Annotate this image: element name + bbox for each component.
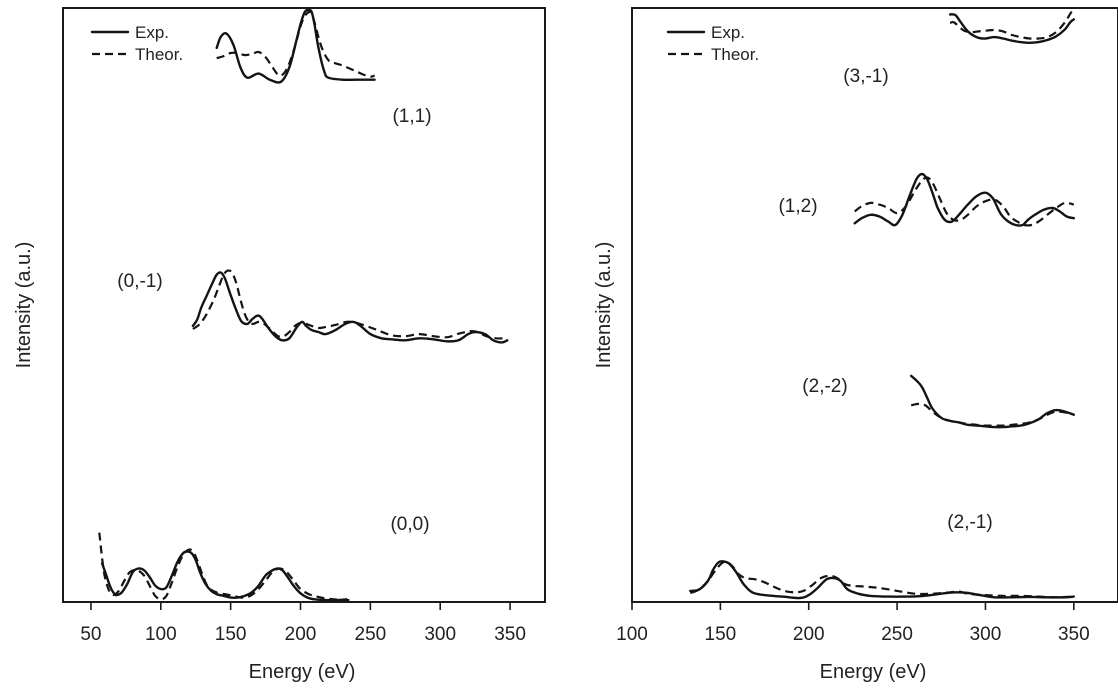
left-series-0-1-exp — [191, 271, 509, 344]
left-series-0-0-theor — [98, 532, 350, 602]
right-curve-label-3-1: (3,-1) — [843, 66, 888, 87]
left-x-tick-label: 300 — [424, 624, 456, 645]
right-x-tick-label: 100 — [616, 624, 648, 645]
right-y-axis-label: Intensity (a.u.) — [593, 242, 615, 369]
left-x-tick-label: 200 — [285, 624, 317, 645]
right-panel: 100 150 200 250 300 350 Energy (eV) Intensity (… — [593, 7, 1118, 683]
right-series-1-2-theor — [854, 176, 1075, 227]
left-legend: Exp. Theor. — [90, 23, 183, 64]
right-legend-label-exp: Exp. — [711, 23, 745, 42]
left-x-tick-label: 100 — [145, 624, 177, 645]
right-legend-label-theor: Theor. — [711, 45, 759, 64]
right-series-2-1-theor — [689, 560, 1074, 599]
right-curve-label-1-2: (1,2) — [778, 196, 817, 217]
left-series-1-1-theor — [216, 10, 375, 78]
right-x-tick-label: 250 — [881, 624, 913, 645]
right-series-2-1-exp — [689, 560, 1075, 600]
left-x-tick-label: 150 — [215, 624, 247, 645]
right-x-tick-label: 150 — [705, 624, 737, 645]
left-x-tick-label: 50 — [80, 624, 101, 645]
right-x-axis-label: Energy (eV) — [820, 661, 927, 683]
left-series-0-0-exp — [100, 550, 348, 602]
left-legend-label-exp: Exp. — [135, 23, 169, 42]
right-series-2-2-theor — [910, 402, 1075, 427]
left-curve-label-0-0: (0,0) — [390, 514, 429, 535]
left-legend-label-theor: Theor. — [135, 45, 183, 64]
left-x-tick-label: 250 — [355, 624, 387, 645]
right-legend: Exp. Theor. — [666, 23, 759, 64]
left-curve-label-1-1: (1,1) — [392, 106, 431, 127]
left-curve-label-0-1: (0,-1) — [117, 271, 162, 292]
right-series-1-2-exp — [853, 172, 1075, 227]
left-panel: 50 100 150 200 250 300 350 Energy (eV) Intensity… — [13, 7, 546, 683]
right-curve-label-2-2: (2,-2) — [802, 376, 847, 397]
left-y-axis-label: Intensity (a.u.) — [13, 242, 35, 369]
right-axis-frame — [631, 7, 1118, 603]
left-x-tick-label: 350 — [494, 624, 526, 645]
right-series-3-1-theor — [949, 7, 1075, 40]
left-x-axis-label: Energy (eV) — [249, 661, 356, 683]
right-x-tick-label: 350 — [1058, 624, 1090, 645]
left-series-1-1-exp — [215, 8, 376, 84]
left-axis-frame — [62, 7, 546, 603]
right-series-2-2-exp — [910, 374, 1075, 429]
right-series-3-1-exp — [948, 13, 1075, 44]
right-x-tick-label: 200 — [793, 624, 825, 645]
right-curve-label-2-1: (2,-1) — [947, 512, 992, 533]
left-series-0-1-theor — [192, 269, 508, 340]
right-x-tick-label: 300 — [970, 624, 1002, 645]
